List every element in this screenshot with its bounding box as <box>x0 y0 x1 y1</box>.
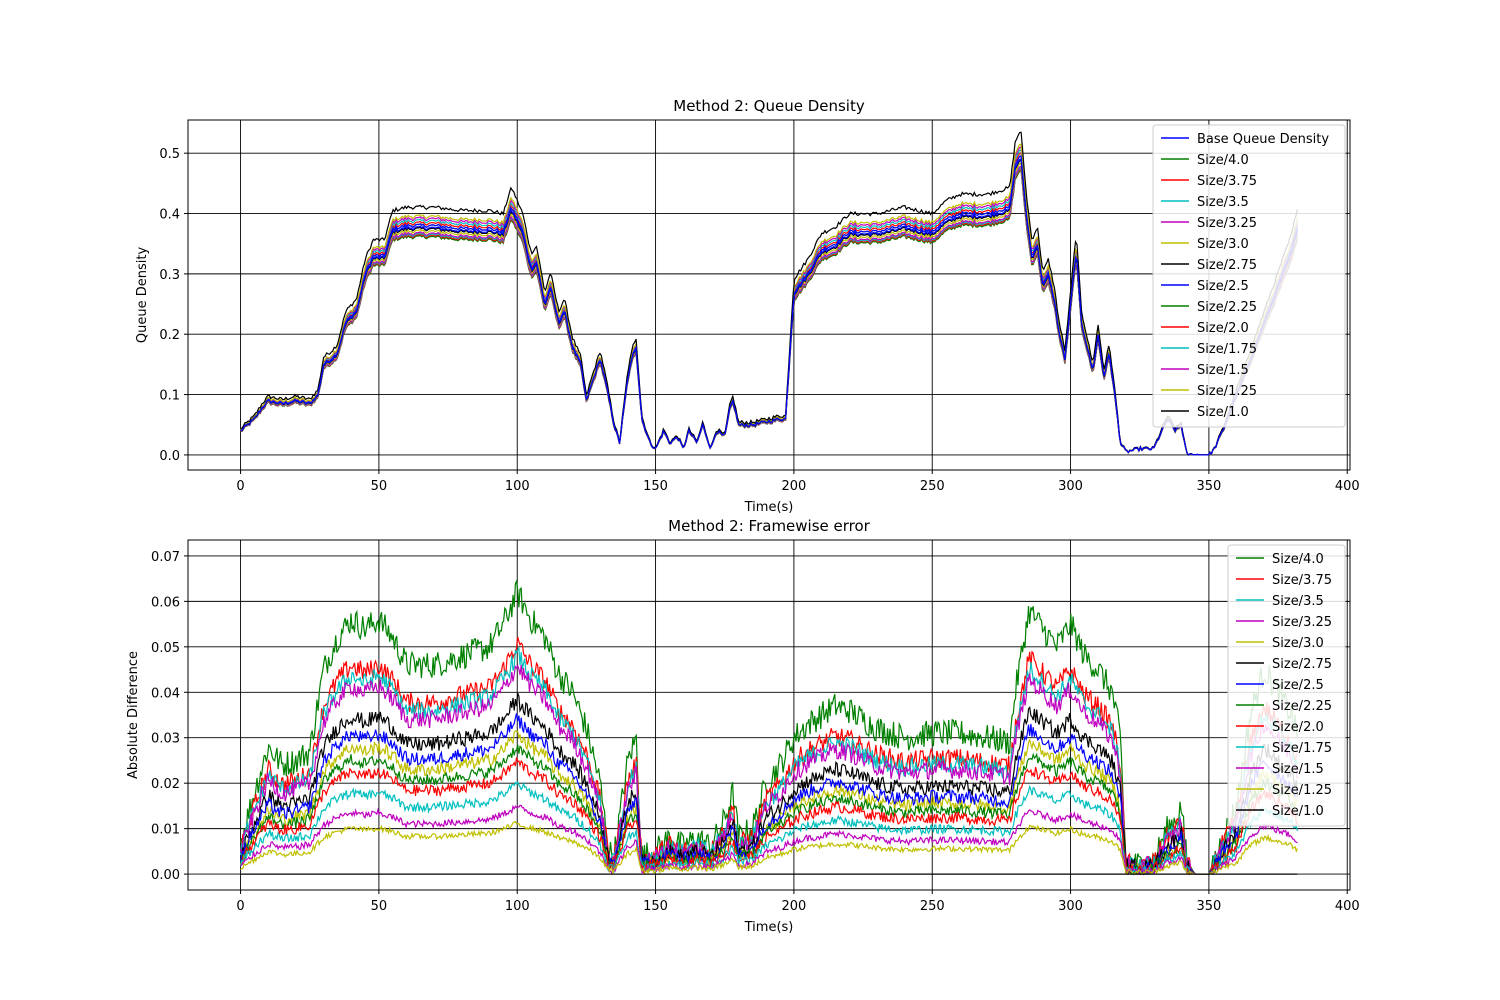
error-line-size-2-0 <box>240 757 1298 876</box>
framewise-error-ytick-label: 0.04 <box>151 686 180 701</box>
queue-density-legend-box <box>1152 124 1346 428</box>
queue-density-ytick-label: 0.2 <box>159 328 180 343</box>
framewise-error-xtick-label: 0 <box>236 899 244 914</box>
queue-density-xlabel: Time(s) <box>744 500 794 515</box>
queue-density-ticks: 0 50 100 150 200 250 300 350 400 0.0 0.1 0.2 0.3 0.4 0… <box>159 147 1359 494</box>
framewise-error-ytick-label: 0.07 <box>151 550 180 565</box>
framewise-error-legend-label: Size/1.5 <box>1272 762 1324 777</box>
queue-density-ytick-label: 0.5 <box>159 147 180 162</box>
queue-density-xtick-label: 150 <box>643 479 668 494</box>
framewise-error-xtick-label: 200 <box>781 899 806 914</box>
framewise-error-legend-label: Size/1.25 <box>1272 783 1332 798</box>
queue-density-legend-label: Size/2.75 <box>1197 258 1257 273</box>
queue-density-lines-clip <box>240 131 1298 456</box>
framewise-error-legend-label: Size/2.5 <box>1272 678 1324 693</box>
framewise-error-ticks: 0 50 100 150 200 250 300 350 400 0.00 0.01 0.02 0.03… <box>151 550 1360 914</box>
queue-density-legend-label: Size/2.0 <box>1197 321 1249 336</box>
framewise-error-plot-frame <box>187 539 1351 891</box>
framewise-error-ytick-label: 0.01 <box>151 823 180 838</box>
framewise-error-legend-label: Size/3.75 <box>1272 573 1332 588</box>
framewise-error-legend-label: Size/2.75 <box>1272 657 1332 672</box>
queue-density-legend-label: Size/3.5 <box>1197 195 1249 210</box>
queue-density-legend-label: Size/1.75 <box>1197 342 1257 357</box>
framewise-error-legend-box <box>1227 544 1346 827</box>
queue-density-xtick-label: 200 <box>781 479 806 494</box>
queue-density-legend-label: Size/2.5 <box>1197 279 1249 294</box>
queue-density-chart: 0 50 100 150 200 250 300 350 400 0.0 0.1 0.2 0.3 0.4 0… <box>135 97 1360 515</box>
queue-density-plot-frame <box>187 119 1351 471</box>
framewise-error-legend-label: Size/3.25 <box>1272 615 1332 630</box>
framewise-error-series-lines <box>240 579 1298 877</box>
error-line-size-1-25 <box>240 820 1298 876</box>
framewise-error-title: Method 2: Framewise error <box>668 517 871 535</box>
framewise-error-legend-label: Size/1.75 <box>1272 741 1332 756</box>
error-line-size-2-5 <box>240 713 1298 875</box>
framewise-error-xlabel: Time(s) <box>744 920 794 935</box>
queue-density-xtick-label: 50 <box>371 479 388 494</box>
queue-density-ytick-label: 0.3 <box>159 268 180 283</box>
framewise-error-ytick-label: 0.02 <box>151 777 180 792</box>
queue-density-legend-label: Size/4.0 <box>1197 153 1249 168</box>
framewise-error-legend-label: Size/4.0 <box>1272 552 1324 567</box>
framewise-error-legend-label: Size/2.25 <box>1272 699 1332 714</box>
queue-density-xtick-label: 250 <box>920 479 945 494</box>
queue-density-legend-label: Size/3.75 <box>1197 174 1257 189</box>
queue-density-xtick-label: 300 <box>1058 479 1083 494</box>
framewise-error-lines-clip <box>240 579 1298 877</box>
framewise-error-xtick-label: 100 <box>505 899 530 914</box>
framewise-error-xtick-label: 350 <box>1196 899 1221 914</box>
queue-density-xtick-label: 100 <box>505 479 530 494</box>
framewise-error-xtick-label: 50 <box>371 899 388 914</box>
framewise-error-xtick-label: 300 <box>1058 899 1083 914</box>
queue-density-xtick-label: 400 <box>1335 479 1360 494</box>
queue-density-legend-label: Size/2.25 <box>1197 300 1257 315</box>
series-line-base-queue-density <box>240 155 1298 456</box>
framewise-error-legend-label: Size/2.0 <box>1272 720 1324 735</box>
framewise-error-ytick-label: 0.06 <box>151 595 180 610</box>
framewise-error-legend-label: Size/3.0 <box>1272 636 1324 651</box>
framewise-error-ylabel: Absolute Difference <box>126 651 141 779</box>
framewise-error-legend-label: Size/3.5 <box>1272 594 1324 609</box>
framewise-error-ytick-label: 0.00 <box>151 868 180 883</box>
queue-density-series-lines <box>240 131 1298 456</box>
queue-density-legend: Base Queue Density Size/4.0 Size/3.75 Size/… <box>1152 124 1346 428</box>
framewise-error-legend: Size/4.0 Size/3.75 Size/3.5 Size/3.25 Size/3… <box>1227 544 1346 827</box>
queue-density-legend-label: Size/3.25 <box>1197 216 1257 231</box>
queue-density-ytick-label: 0.4 <box>159 208 180 223</box>
queue-density-xtick-label: 0 <box>236 479 244 494</box>
queue-density-ytick-label: 0.1 <box>159 389 180 404</box>
queue-density-ytick-label: 0.0 <box>159 449 180 464</box>
framewise-error-ytick-label: 0.05 <box>151 641 180 656</box>
framewise-error-xtick-label: 150 <box>643 899 668 914</box>
framewise-error-xtick-label: 400 <box>1335 899 1360 914</box>
queue-density-ylabel: Queue Density <box>135 247 150 344</box>
queue-density-legend-label: Size/1.5 <box>1197 363 1249 378</box>
queue-density-legend-label: Base Queue Density <box>1197 132 1329 147</box>
queue-density-legend-label: Size/3.0 <box>1197 237 1249 252</box>
framewise-error-chart: 0 50 100 150 200 250 300 350 400 0.00 0.01 0.02 0.03… <box>126 517 1360 935</box>
error-line-size-1-75 <box>240 780 1298 877</box>
queue-density-legend-label: Size/1.25 <box>1197 384 1257 399</box>
error-line-size-1-5 <box>240 804 1298 876</box>
queue-density-xtick-label: 350 <box>1196 479 1221 494</box>
framewise-error-legend-label: Size/1.0 <box>1272 804 1324 819</box>
framewise-error-ytick-label: 0.03 <box>151 732 180 747</box>
framewise-error-xtick-label: 250 <box>920 899 945 914</box>
queue-density-legend-label: Size/1.0 <box>1197 405 1249 420</box>
queue-density-title: Method 2: Queue Density <box>673 97 865 115</box>
